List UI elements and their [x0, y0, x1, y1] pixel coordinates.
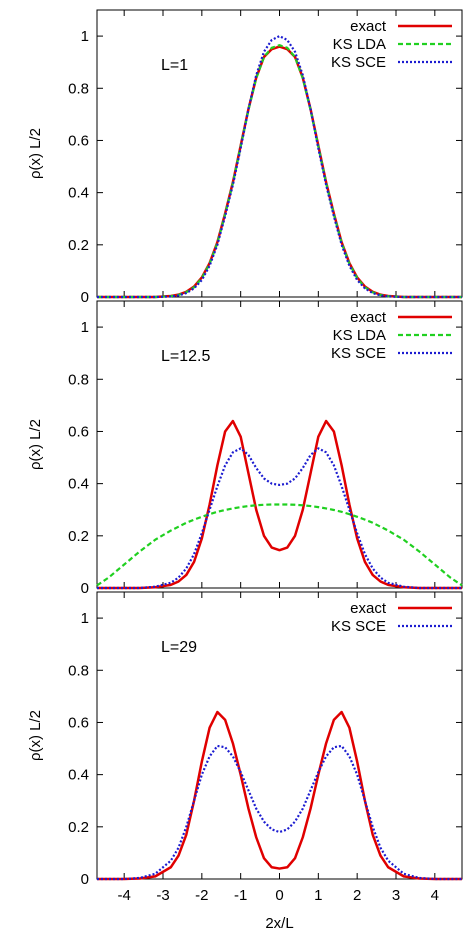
- legend-label: KS SCE: [331, 618, 386, 635]
- y-tick-label: 0.4: [68, 767, 89, 784]
- y-tick-label: 0.8: [68, 80, 89, 97]
- y-axis-label: ρ(x) L/2: [27, 419, 44, 470]
- legend-label: KS SCE: [331, 345, 386, 362]
- x-tick-label: 4: [431, 887, 439, 904]
- x-tick-label: -3: [156, 887, 169, 904]
- x-tick-label: 0: [275, 887, 283, 904]
- legend-label: KS SCE: [331, 54, 386, 71]
- series-line-ks-sce: [97, 34, 462, 299]
- y-tick-label: 0.6: [68, 714, 89, 731]
- panel-annotation: L=12.5: [161, 348, 210, 365]
- y-tick-label: 0.6: [68, 423, 89, 440]
- series-line-exact: [97, 45, 462, 299]
- y-tick-label: 0.8: [68, 662, 89, 679]
- legend-label: KS LDA: [333, 327, 386, 344]
- x-axis-label: 2x/L: [265, 915, 293, 932]
- x-tick-label: 3: [392, 887, 400, 904]
- legend-label: exact: [350, 18, 387, 35]
- y-axis-label: ρ(x) L/2: [27, 128, 44, 179]
- series-line-ks-lda: [96, 503, 463, 587]
- series-line-ks-sce: [97, 447, 462, 590]
- y-tick-label: 0.4: [68, 476, 89, 493]
- y-tick-label: 1: [81, 319, 89, 336]
- y-tick-label: 0.2: [68, 237, 89, 254]
- series-line-ks-lda: [97, 44, 462, 299]
- y-tick-label: 0.4: [68, 185, 89, 202]
- x-tick-label: -1: [234, 887, 247, 904]
- x-tick-label: 2: [353, 887, 361, 904]
- plot-frame-2: [96, 300, 463, 589]
- series-line-exact: [97, 710, 462, 881]
- x-tick-label: -2: [195, 887, 208, 904]
- legend-label: exact: [350, 309, 387, 326]
- y-tick-label: 1: [81, 610, 89, 627]
- plot-frame-1: [96, 9, 463, 298]
- plot-frame-3: [96, 591, 463, 880]
- y-tick-label: 0: [81, 289, 89, 306]
- x-tick-label: 1: [314, 887, 322, 904]
- series-line-ks-sce: [97, 744, 462, 881]
- legend-label: KS LDA: [333, 36, 386, 53]
- y-tick-label: 0: [81, 871, 89, 888]
- y-axis-label: ρ(x) L/2: [27, 710, 44, 761]
- y-tick-label: 0.2: [68, 819, 89, 836]
- panel-annotation: L=1: [161, 57, 188, 74]
- y-tick-label: 1: [81, 28, 89, 45]
- x-tick-label: -4: [118, 887, 131, 904]
- panel-annotation: L=29: [161, 639, 197, 656]
- y-tick-label: 0: [81, 580, 89, 597]
- y-tick-label: 0.2: [68, 528, 89, 545]
- series-line-exact: [97, 419, 462, 590]
- y-tick-label: 0.8: [68, 371, 89, 388]
- y-tick-label: 0.6: [68, 132, 89, 149]
- legend-label: exact: [350, 600, 387, 617]
